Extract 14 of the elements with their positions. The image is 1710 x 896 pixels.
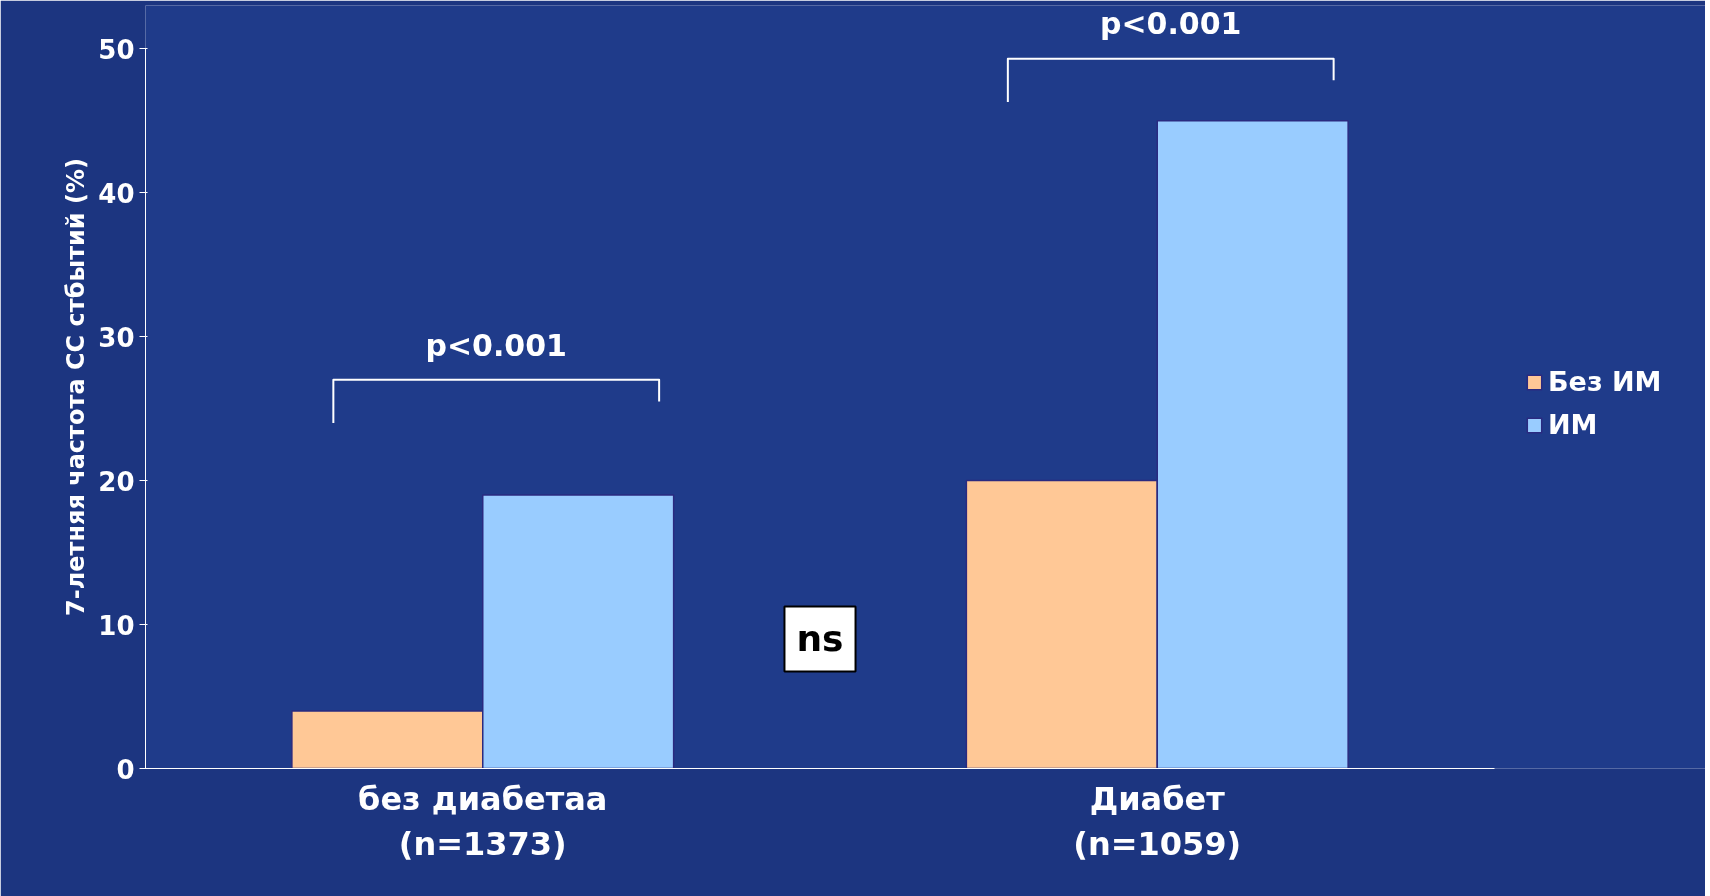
y-axis-title: 7-летняя частота СС стбытий (%)	[62, 157, 91, 616]
y-tick-label: 40	[98, 178, 135, 209]
y-tick-label: 0	[116, 754, 135, 785]
annotation: ns	[796, 618, 844, 660]
y-tick-label: 50	[98, 34, 135, 65]
x-tick-label: без диабетаа (n=1373)	[358, 779, 608, 864]
text: p<0.001	[1099, 6, 1242, 42]
y-tick-label: 20	[98, 466, 135, 497]
legend-label: ИМ	[1548, 409, 1598, 440]
y-tick-label: 30	[98, 322, 135, 353]
annotation: p<0.001	[425, 327, 567, 363]
x-tick-label: Диабет (n=1059)	[1073, 779, 1242, 864]
y-tick-label: 10	[98, 610, 135, 641]
legend-label: Без ИМ	[1548, 366, 1662, 397]
